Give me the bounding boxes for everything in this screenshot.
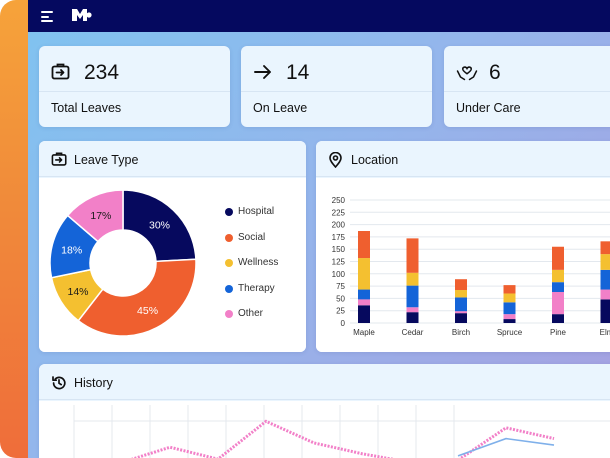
stat-card-under-care[interactable]: 6 Under Care bbox=[444, 46, 610, 127]
bar-segment-cedar[interactable] bbox=[406, 272, 419, 286]
leave-type-donut-chart: 30% 45% 14% 18% 17% bbox=[49, 189, 197, 337]
on-leave-label: On Leave bbox=[253, 101, 308, 115]
arrow-right-icon bbox=[254, 65, 271, 79]
donut-slice-label: 14% bbox=[68, 286, 89, 298]
history-line-chart bbox=[73, 405, 610, 458]
legend-dot bbox=[225, 310, 233, 318]
y-tick-label: 150 bbox=[332, 245, 346, 254]
bar-segment-cedar[interactable] bbox=[406, 307, 419, 313]
y-tick-label: 0 bbox=[341, 319, 346, 328]
on-leave-value: 14 bbox=[286, 61, 310, 84]
bar-segment-maple[interactable] bbox=[358, 299, 370, 306]
bar-segment-maple[interactable] bbox=[358, 289, 370, 300]
x-tick-label: Birch bbox=[452, 328, 470, 337]
y-tick-label: 200 bbox=[332, 221, 346, 230]
bar-segment-spruce[interactable] bbox=[503, 302, 516, 315]
legend-item-hospital[interactable]: Hospital bbox=[225, 206, 278, 232]
under-care-label: Under Care bbox=[456, 101, 521, 115]
leave-exit-icon bbox=[51, 63, 70, 80]
total-leaves-label: Total Leaves bbox=[51, 101, 122, 115]
bar-segment-spruce[interactable] bbox=[503, 285, 516, 294]
donut-slice-label: 30% bbox=[149, 220, 170, 232]
bar-segment-elm[interactable] bbox=[600, 269, 610, 290]
bar-segment-maple[interactable] bbox=[358, 305, 370, 323]
legend-item-social[interactable]: Social bbox=[225, 232, 278, 258]
bar-segment-elm[interactable] bbox=[600, 254, 610, 270]
bar-segment-pine[interactable] bbox=[552, 314, 564, 323]
y-tick-label: 50 bbox=[336, 294, 345, 303]
legend-item-wellness[interactable]: Wellness bbox=[225, 257, 278, 283]
bar-segment-birch[interactable] bbox=[455, 297, 467, 312]
bar-segment-elm[interactable] bbox=[600, 241, 610, 255]
location-title: Location bbox=[351, 153, 399, 167]
bar-segment-cedar[interactable] bbox=[406, 285, 419, 308]
bar-segment-pine[interactable] bbox=[552, 269, 564, 283]
leave-type-title: Leave Type bbox=[74, 153, 139, 167]
menu-icon[interactable] bbox=[41, 11, 53, 22]
stat-card-total-leaves[interactable]: 234 Total Leaves bbox=[39, 46, 230, 127]
bar-segment-maple[interactable] bbox=[358, 230, 370, 259]
history-line-series[interactable] bbox=[457, 437, 555, 457]
bar-segment-pine[interactable] bbox=[552, 282, 564, 293]
bar-segment-spruce[interactable] bbox=[503, 293, 516, 303]
legend-dot bbox=[225, 259, 233, 267]
y-tick-label: 75 bbox=[336, 282, 345, 291]
stat-card-on-leave[interactable]: 14 On Leave bbox=[241, 46, 432, 127]
leave-exit-icon bbox=[51, 152, 67, 166]
x-tick-label: Elm bbox=[600, 328, 610, 337]
location-stacked-bar-chart: 0 25 50 75 100 125 150 175 200 225 250 Maple Cedar Bi… bbox=[332, 196, 610, 337]
legend-item-therapy[interactable]: Therapy bbox=[225, 283, 278, 309]
history-panel: History bbox=[39, 364, 610, 458]
donut-slice-label: 18% bbox=[61, 245, 82, 257]
legend-dot bbox=[225, 284, 233, 293]
legend-item-other[interactable]: Other bbox=[225, 308, 278, 334]
bar-segment-maple[interactable] bbox=[358, 258, 370, 290]
total-leaves-value: 234 bbox=[84, 61, 120, 84]
donut-slice-label: 17% bbox=[90, 210, 111, 222]
legend-dot bbox=[225, 208, 233, 216]
brand-logo[interactable] bbox=[71, 6, 93, 24]
bar-segment-birch[interactable] bbox=[455, 279, 467, 291]
bar-segment-birch[interactable] bbox=[455, 311, 467, 314]
donut-slice-other[interactable] bbox=[66, 189, 124, 243]
history-icon bbox=[52, 376, 66, 390]
y-tick-label: 250 bbox=[332, 196, 346, 205]
bar-segment-spruce[interactable] bbox=[503, 314, 516, 320]
history-title: History bbox=[74, 376, 113, 390]
y-tick-label: 100 bbox=[332, 270, 346, 279]
under-care-value: 6 bbox=[489, 61, 501, 84]
donut-slice-social[interactable] bbox=[77, 258, 197, 337]
bar-segment-elm[interactable] bbox=[600, 289, 610, 300]
bar-segment-cedar[interactable] bbox=[406, 312, 419, 323]
top-navbar bbox=[28, 0, 610, 32]
x-tick-label: Pine bbox=[550, 328, 567, 337]
hands-heart-icon bbox=[456, 66, 478, 81]
y-tick-label: 125 bbox=[332, 258, 346, 267]
history-line-series[interactable] bbox=[74, 419, 555, 458]
bar-segment-birch[interactable] bbox=[455, 290, 467, 298]
dashboard-app: 234 Total Leaves 14 On Leave 6 Under Car… bbox=[28, 0, 610, 458]
bar-segment-pine[interactable] bbox=[552, 246, 564, 270]
donut-slice-label: 45% bbox=[137, 305, 158, 317]
donut-slice-hospital[interactable] bbox=[122, 189, 197, 263]
leave-type-panel: Leave Type 30% 45% 14% 18% 17% Hospital Soci… bbox=[39, 141, 306, 352]
y-tick-label: 225 bbox=[332, 208, 346, 217]
bar-segment-birch[interactable] bbox=[455, 313, 467, 323]
y-tick-label: 175 bbox=[332, 233, 346, 242]
bar-segment-pine[interactable] bbox=[552, 292, 564, 315]
y-tick-label: 25 bbox=[336, 307, 345, 316]
bar-segment-spruce[interactable] bbox=[503, 319, 516, 323]
x-tick-label: Spruce bbox=[497, 328, 523, 337]
legend-dot bbox=[225, 233, 233, 242]
location-panel: Location 0 25 50 75 100 125 150 175 200 225 250 Map… bbox=[316, 141, 610, 352]
map-pin-icon bbox=[329, 152, 342, 168]
bar-segment-cedar[interactable] bbox=[406, 238, 419, 273]
x-tick-label: Maple bbox=[353, 328, 375, 337]
leave-type-legend: Hospital Social Wellness Therapy Other bbox=[225, 206, 278, 334]
bar-segment-elm[interactable] bbox=[600, 299, 610, 323]
x-tick-label: Cedar bbox=[402, 328, 424, 337]
